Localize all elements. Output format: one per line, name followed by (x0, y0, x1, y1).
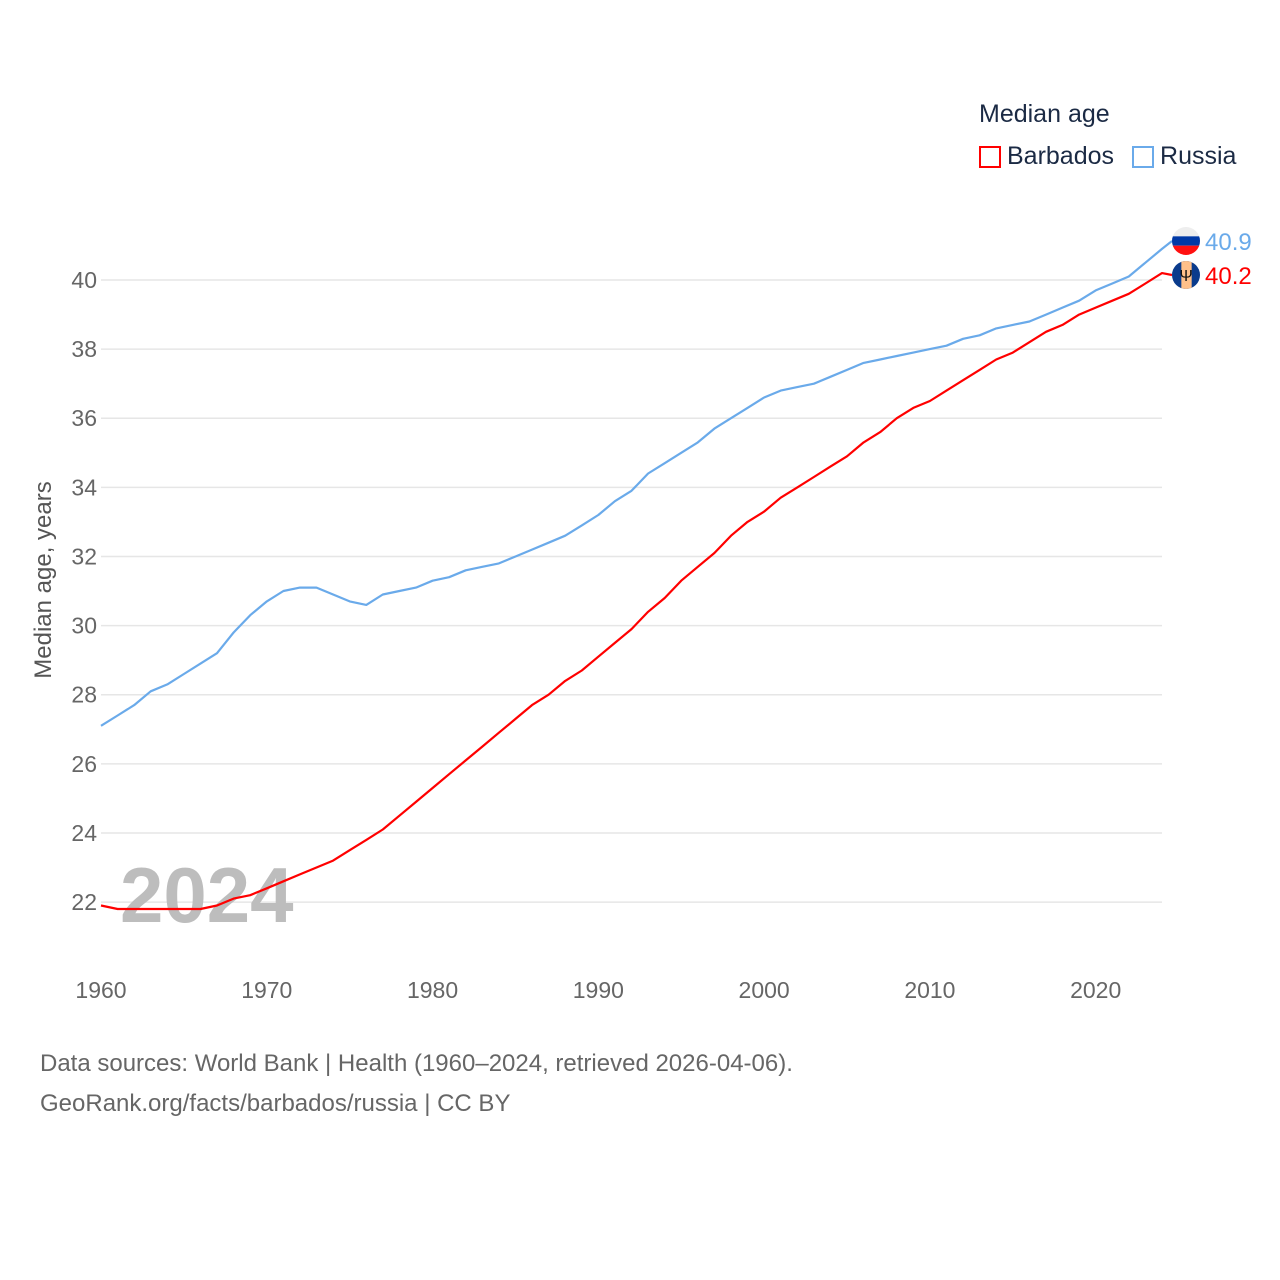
y-tick-label: 38 (71, 336, 97, 362)
end-labels: Ψ 40.2 40.9 (1172, 227, 1252, 290)
source-link[interactable]: GeoRank.org/facts/barbados/russia | CC B… (40, 1090, 511, 1117)
legend-label: Barbados (1007, 142, 1115, 170)
x-tick-label: 1980 (407, 977, 458, 1003)
legend-item-barbados[interactable]: Barbados (979, 142, 1114, 171)
x-tick-label: 2010 (904, 977, 955, 1003)
legend-label: Russia (1160, 142, 1237, 170)
end-value-label: 40.2 (1205, 263, 1252, 290)
y-tick-label: 34 (71, 474, 97, 500)
grid-lines (101, 279, 1162, 903)
y-tick-label: 40 (71, 267, 97, 293)
barbados-flag-icon: Ψ (1172, 261, 1200, 289)
y-tick-label: 36 (71, 405, 97, 431)
series-line-russia (100, 240, 1173, 727)
legend-swatch-russia (1132, 145, 1155, 168)
x-tick-label: 2000 (739, 977, 790, 1003)
legend-title: Median age (979, 100, 1110, 128)
y-tick-label: 28 (71, 682, 97, 708)
x-tick-label: 1990 (573, 977, 624, 1003)
data-source-text: Data sources: World Bank | Health (1960–… (40, 1050, 793, 1077)
footer: Data sources: World Bank | Health (1960–… (40, 1044, 793, 1124)
series-lines (100, 240, 1173, 911)
x-axis-ticks: 1960 1970 1980 1990 2000 2010 2020 (75, 977, 1121, 1003)
legend-swatch-barbados (979, 145, 1001, 168)
y-tick-label: 22 (71, 889, 97, 915)
russia-flag-icon (1172, 227, 1200, 255)
y-tick-label: 30 (71, 613, 97, 639)
end-value-label: 40.9 (1205, 229, 1252, 256)
legend-item-russia[interactable]: Russia (1132, 142, 1236, 171)
x-tick-label: 1970 (241, 977, 292, 1003)
y-tick-label: 24 (71, 820, 97, 846)
legend: Barbados Russia (979, 142, 1236, 171)
year-watermark: 2024 (120, 851, 294, 939)
y-axis-ticks: 22 24 26 28 30 32 34 36 38 40 (71, 267, 97, 915)
x-tick-label: 1960 (75, 977, 126, 1003)
y-axis-label: Median age, years (30, 481, 57, 678)
y-tick-label: 26 (71, 751, 97, 777)
svg-text:Ψ: Ψ (1179, 268, 1192, 285)
series-line-barbados (100, 272, 1173, 911)
x-tick-label: 2020 (1070, 977, 1121, 1003)
y-tick-label: 32 (71, 543, 97, 569)
